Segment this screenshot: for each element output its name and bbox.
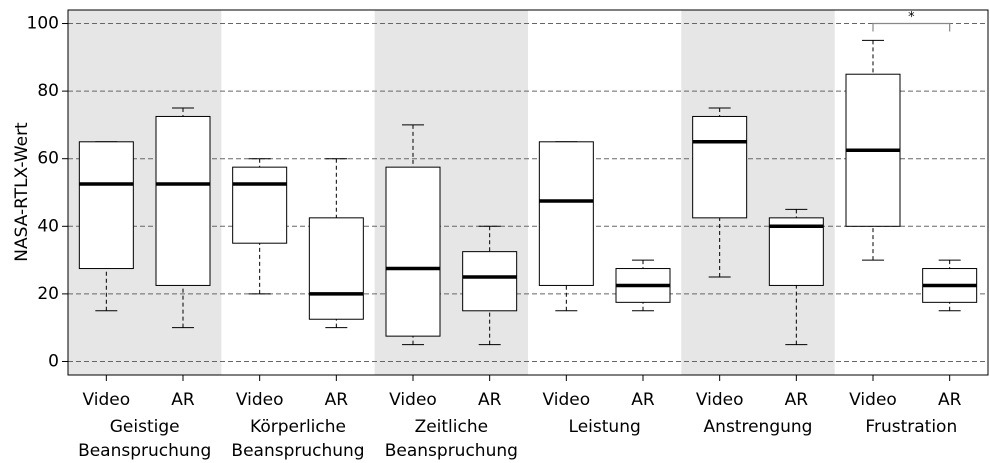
x-tick-label: AR: [478, 390, 502, 410]
y-tick-label: 40: [37, 216, 59, 236]
significance-bracket: [872, 22, 951, 32]
group-label: Körperliche: [250, 417, 346, 437]
x-tick-label: AR: [325, 390, 349, 410]
x-tick-label: Video: [543, 390, 591, 410]
box-plot: [538, 141, 594, 312]
box: [232, 166, 288, 244]
box: [768, 217, 824, 286]
box-plot: [155, 107, 211, 329]
box: [155, 115, 211, 286]
x-tick-label: AR: [631, 390, 655, 410]
x-tick-label: Video: [849, 390, 897, 410]
y-axis-label: NASA-RTLX-Wert: [12, 122, 32, 262]
x-tick-label: AR: [938, 390, 962, 410]
x-tick-label: Video: [83, 390, 131, 410]
box: [308, 217, 364, 320]
box-plot: [308, 158, 364, 329]
y-tick-label: 100: [27, 14, 59, 34]
group-label: Geistige: [110, 417, 180, 437]
x-tick-label: Video: [236, 390, 284, 410]
plot-frame: [67, 9, 989, 376]
group-label: Anstrengung: [704, 417, 813, 437]
y-tick-label: 80: [37, 81, 59, 101]
box-plot: [845, 39, 901, 261]
significance-label: *: [908, 10, 915, 25]
y-tick-label: 0: [48, 351, 59, 371]
box-plot: [232, 158, 288, 295]
x-tick-label: Video: [696, 390, 744, 410]
group-label: Beanspruchung: [385, 441, 518, 461]
box-plot: [922, 259, 978, 312]
box: [538, 141, 594, 286]
group-label: Leistung: [569, 417, 641, 437]
group-label: Frustration: [865, 417, 957, 437]
x-tick-label: AR: [785, 390, 809, 410]
group-label: Beanspruchung: [78, 441, 211, 461]
group-label: Zeitliche: [415, 417, 489, 437]
group-label: Beanspruchung: [231, 441, 364, 461]
y-tick-label: 20: [37, 284, 59, 304]
box-plot: [78, 141, 134, 312]
box-plot: [385, 124, 441, 346]
y-tick-label: 60: [37, 149, 59, 169]
box-plot: [768, 208, 824, 346]
box-plot: [692, 107, 748, 278]
box-plot: [615, 259, 671, 312]
x-tick-label: Video: [389, 390, 437, 410]
box: [692, 115, 748, 219]
box: [385, 166, 441, 337]
box-plot: [462, 225, 518, 346]
x-tick-label: AR: [171, 390, 195, 410]
box: [462, 251, 518, 312]
box: [78, 141, 134, 270]
